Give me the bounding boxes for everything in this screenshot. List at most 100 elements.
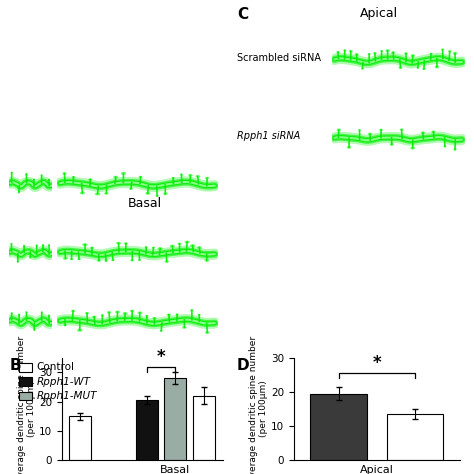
Circle shape	[368, 54, 370, 55]
Circle shape	[101, 315, 103, 316]
Circle shape	[112, 259, 114, 260]
Circle shape	[11, 244, 12, 245]
Circle shape	[131, 310, 134, 311]
Circle shape	[164, 193, 167, 194]
Circle shape	[64, 325, 66, 326]
Text: Control: Control	[36, 362, 74, 373]
Circle shape	[24, 246, 25, 247]
Circle shape	[89, 179, 91, 180]
Circle shape	[189, 174, 192, 176]
Circle shape	[444, 146, 446, 147]
Circle shape	[18, 191, 19, 193]
Bar	[310, 393, 367, 460]
Circle shape	[121, 173, 126, 174]
Circle shape	[11, 313, 12, 314]
Circle shape	[368, 133, 372, 135]
Circle shape	[93, 316, 96, 318]
Circle shape	[83, 244, 87, 246]
Circle shape	[453, 53, 456, 54]
Circle shape	[374, 53, 376, 54]
Circle shape	[91, 247, 93, 248]
Circle shape	[390, 144, 393, 145]
Circle shape	[198, 247, 201, 248]
Circle shape	[63, 173, 66, 174]
Circle shape	[158, 248, 162, 249]
Circle shape	[167, 314, 170, 315]
Circle shape	[138, 312, 142, 314]
Text: Scrambled siRNA: Scrambled siRNA	[237, 53, 321, 63]
Circle shape	[160, 330, 162, 331]
Bar	[136, 400, 158, 460]
Bar	[387, 414, 443, 460]
Circle shape	[206, 177, 209, 179]
Circle shape	[72, 310, 74, 311]
Circle shape	[381, 51, 383, 52]
Circle shape	[165, 261, 168, 262]
Circle shape	[181, 174, 182, 175]
Y-axis label: Average dendritic spine number
(per 100μm): Average dendritic spine number (per 100μ…	[249, 336, 268, 474]
Text: Rpph1 siRNA: Rpph1 siRNA	[237, 131, 300, 141]
Text: Apical: Apical	[360, 7, 398, 20]
Circle shape	[421, 132, 424, 134]
Circle shape	[123, 313, 127, 314]
Circle shape	[386, 50, 389, 52]
Circle shape	[430, 54, 432, 55]
Circle shape	[108, 312, 110, 313]
Circle shape	[405, 53, 407, 54]
Circle shape	[178, 243, 181, 245]
Circle shape	[146, 192, 150, 194]
Text: Rpph1-WT: Rpph1-WT	[36, 376, 91, 387]
Circle shape	[359, 130, 360, 131]
Text: *: *	[373, 354, 381, 372]
Y-axis label: Average dendritic spine number
(per 100μm): Average dendritic spine number (per 100μ…	[17, 336, 36, 474]
Circle shape	[349, 51, 352, 52]
Circle shape	[73, 177, 74, 178]
Circle shape	[170, 246, 174, 247]
Circle shape	[114, 176, 118, 178]
Circle shape	[86, 313, 88, 314]
Circle shape	[185, 241, 189, 243]
Circle shape	[41, 312, 42, 313]
Circle shape	[411, 55, 414, 56]
Circle shape	[435, 66, 438, 68]
Circle shape	[411, 147, 414, 149]
Text: D: D	[237, 358, 250, 373]
Circle shape	[105, 193, 108, 194]
Circle shape	[156, 195, 158, 196]
Bar	[164, 378, 186, 460]
Circle shape	[392, 52, 394, 53]
Circle shape	[448, 51, 451, 52]
Circle shape	[432, 131, 435, 133]
Circle shape	[176, 314, 178, 315]
Circle shape	[401, 129, 403, 130]
Circle shape	[26, 173, 27, 175]
Circle shape	[36, 245, 37, 246]
Circle shape	[11, 172, 12, 173]
Circle shape	[41, 175, 42, 176]
Text: Rpph1-MUT: Rpph1-MUT	[36, 391, 97, 401]
Circle shape	[380, 129, 382, 130]
Circle shape	[26, 312, 27, 313]
Circle shape	[337, 129, 340, 131]
Circle shape	[417, 67, 419, 68]
Circle shape	[34, 329, 35, 330]
Circle shape	[105, 260, 107, 261]
Circle shape	[153, 247, 155, 248]
Circle shape	[183, 327, 186, 328]
Circle shape	[78, 258, 81, 260]
Circle shape	[130, 188, 132, 189]
Circle shape	[205, 260, 209, 261]
Circle shape	[355, 54, 358, 55]
Circle shape	[131, 260, 133, 261]
Bar	[69, 416, 91, 460]
Circle shape	[196, 176, 200, 177]
Circle shape	[191, 310, 193, 311]
Circle shape	[344, 50, 346, 51]
Circle shape	[423, 68, 425, 69]
Circle shape	[71, 259, 73, 260]
Circle shape	[64, 257, 67, 259]
Circle shape	[98, 260, 100, 261]
Circle shape	[125, 243, 128, 244]
Circle shape	[117, 243, 120, 244]
Circle shape	[78, 329, 82, 331]
